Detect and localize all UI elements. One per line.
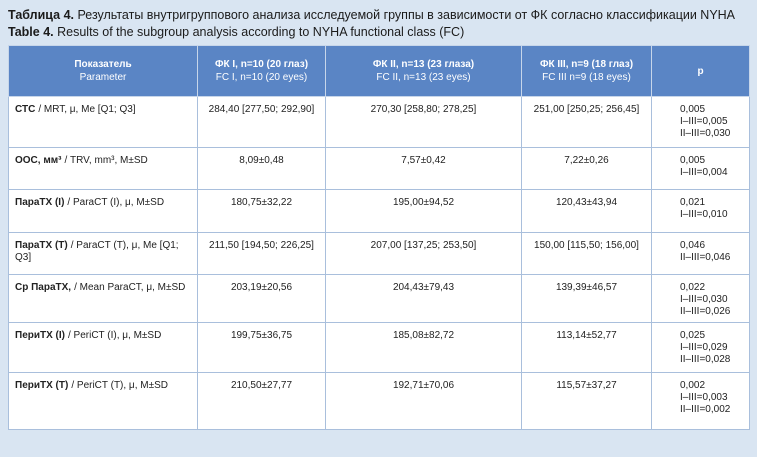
caption-text: Results of the subgroup analysis accordi… [57, 25, 465, 39]
label-bold: ПериТХ (Т) [15, 380, 69, 391]
value-cell: 195,00±94,52 [325, 189, 522, 233]
value-cell: 270,30 [258,80; 278,25] [325, 96, 522, 148]
header-en: Parameter [79, 72, 127, 83]
value-cell: 180,75±32,22 [197, 189, 326, 233]
value-cell: 251,00 [250,25; 256,45] [521, 96, 652, 148]
value-cell: 192,71±70,06 [325, 372, 522, 430]
value-cell: 113,14±52,77 [521, 322, 652, 373]
table-body: СТС / MRT, μ, Me [Q1; Q3] 284,40 [277,50; … [8, 96, 750, 430]
p-cell: 0,005 I–III=0,005 II–III=0,030 [651, 96, 750, 148]
value-cell: 284,40 [277,50; 292,90] [197, 96, 326, 148]
table-row: Ср ПараТХ, / Mean ParaCT, μ, M±SD 203,19±2… [8, 274, 750, 323]
table-row: ПараТХ (I) / ParaCT (I), μ, M±SD 180,75±32… [8, 189, 750, 233]
caption-label: Table 4. [8, 25, 54, 39]
header-ru: p [697, 65, 704, 77]
header-ru: ФК I, n=10 (20 глаз) [214, 59, 309, 70]
p-cell: 0,002 I–III=0,003 II–III=0,002 [651, 372, 750, 430]
table-row: ПериТХ (I) / PeriCT (I), μ, M±SD 199,75±36… [8, 322, 750, 373]
p-cell: 0,046 II–III=0,046 [651, 232, 750, 275]
p-value: II–III=0,028 [680, 354, 731, 365]
value-cell: 207,00 [137,25; 253,50] [325, 232, 522, 275]
table-row: ПараТХ (Т) / ParaCT (T), μ, Me [Q1; Q3] 21… [8, 232, 750, 275]
p-cell: 0,025 I–III=0,029 II–III=0,028 [651, 322, 750, 373]
p-value: I–III=0,030 [680, 294, 728, 305]
table-row: СТС / MRT, μ, Me [Q1; Q3] 284,40 [277,50; … [8, 96, 750, 148]
value-cell: 210,50±27,77 [197, 372, 326, 430]
value-cell: 115,57±37,27 [521, 372, 652, 430]
header-cell: p [651, 45, 750, 97]
label-cell: ООС, мм³ / TRV, mm³, M±SD [8, 147, 198, 190]
header-row: Показатель Parameter ФК I, n=10 (20 глаз) F… [8, 45, 750, 97]
header-ru: Показатель [74, 59, 132, 70]
caption-en: Table 4. Results of the subgroup analysi… [8, 25, 749, 39]
label-bold: ПараТХ (I) [15, 197, 65, 208]
label-bold: СТС [15, 104, 36, 115]
value-cell: 203,19±20,56 [197, 274, 326, 323]
p-value: 0,005 [680, 104, 706, 115]
label-bold: ООС, мм³ [15, 155, 62, 166]
header-ru: ФК III, n=9 (18 глаз) [539, 59, 634, 70]
value-cell: 139,39±46,57 [521, 274, 652, 323]
value-cell: 150,00 [115,50; 156,00] [521, 232, 652, 275]
header-cell: ФК I, n=10 (20 глаз) FC I, n=10 (20 eyes) [197, 45, 326, 97]
label-cell: Ср ПараТХ, / Mean ParaCT, μ, M±SD [8, 274, 198, 323]
value-cell: 7,57±0,42 [325, 147, 522, 190]
label-text: / TRV, mm³, M±SD [64, 155, 148, 166]
header-en: FC II, n=13 (23 eyes) [376, 72, 471, 83]
caption-text: Результаты внутригруппового анализа иссл… [77, 8, 736, 22]
value-cell: 7,22±0,26 [521, 147, 652, 190]
value-cell: 120,43±43,94 [521, 189, 652, 233]
label-cell: ПериТХ (I) / PeriCT (I), μ, M±SD [8, 322, 198, 373]
value-cell: 211,50 [194,50; 226,25] [197, 232, 326, 275]
p-value: I–III=0,005 [680, 116, 728, 127]
label-text: / Mean ParaCT, μ, M±SD [74, 282, 186, 293]
label-text: / ParaCT (I), μ, M±SD [67, 197, 165, 208]
label-text: / PeriCT (T), μ, M±SD [71, 380, 168, 391]
header-cell: Показатель Parameter [8, 45, 198, 97]
label-cell: ПериТХ (Т) / PeriCT (T), μ, M±SD [8, 372, 198, 430]
p-value: 0,046 [680, 240, 706, 251]
label-cell: ПараТХ (Т) / ParaCT (T), μ, Me [Q1; Q3] [8, 232, 198, 275]
p-value: II–III=0,002 [680, 404, 731, 415]
label-cell: ПараТХ (I) / ParaCT (I), μ, M±SD [8, 189, 198, 233]
p-value: I–III=0,004 [680, 167, 728, 178]
label-text: / ParaCT (T), μ, Me [Q1; Q3] [15, 240, 179, 263]
p-cell: 0,005 I–III=0,004 [651, 147, 750, 190]
caption-ru: Таблица 4. Результаты внутригруппового а… [8, 8, 749, 22]
label-bold: ПараТХ (Т) [15, 240, 68, 251]
table-row: ПериТХ (Т) / PeriCT (T), μ, M±SD 210,50±27… [8, 372, 750, 430]
p-value: I–III=0,003 [680, 392, 728, 403]
results-table: Показатель Parameter ФК I, n=10 (20 глаз) F… [8, 45, 750, 430]
p-value: I–III=0,010 [680, 209, 728, 220]
p-value: II–III=0,026 [680, 306, 731, 317]
header-cell: ФК II, n=13 (23 глаза) FC II, n=13 (23 ey… [325, 45, 522, 97]
label-text: / PeriCT (I), μ, M±SD [68, 330, 162, 341]
caption-label: Таблица 4. [8, 8, 74, 22]
p-value: 0,002 [680, 380, 706, 391]
value-cell: 199,75±36,75 [197, 322, 326, 373]
label-text: / MRT, μ, Me [Q1; Q3] [38, 104, 136, 115]
p-value: II–III=0,030 [680, 128, 731, 139]
header-ru: ФК II, n=13 (23 глаза) [372, 59, 475, 70]
p-value: II–III=0,046 [680, 252, 731, 263]
header-en: FC I, n=10 (20 eyes) [215, 72, 308, 83]
header-en: FC III n=9 (18 eyes) [542, 72, 631, 83]
table-row: ООС, мм³ / TRV, mm³, M±SD 8,09±0,48 7,57±0,… [8, 147, 750, 190]
p-value: I–III=0,029 [680, 342, 728, 353]
value-cell: 8,09±0,48 [197, 147, 326, 190]
label-cell: СТС / MRT, μ, Me [Q1; Q3] [8, 96, 198, 148]
p-value: 0,022 [680, 282, 706, 293]
label-bold: Ср ПараТХ, [15, 282, 72, 293]
label-bold: ПериТХ (I) [15, 330, 65, 341]
value-cell: 204,43±79,43 [325, 274, 522, 323]
p-cell: 0,021 I–III=0,010 [651, 189, 750, 233]
header-cell: ФК III, n=9 (18 глаз) FC III n=9 (18 eyes… [521, 45, 652, 97]
p-value: 0,005 [680, 155, 706, 166]
p-value: 0,025 [680, 330, 706, 341]
value-cell: 185,08±82,72 [325, 322, 522, 373]
p-cell: 0,022 I–III=0,030 II–III=0,026 [651, 274, 750, 323]
p-value: 0,021 [680, 197, 706, 208]
